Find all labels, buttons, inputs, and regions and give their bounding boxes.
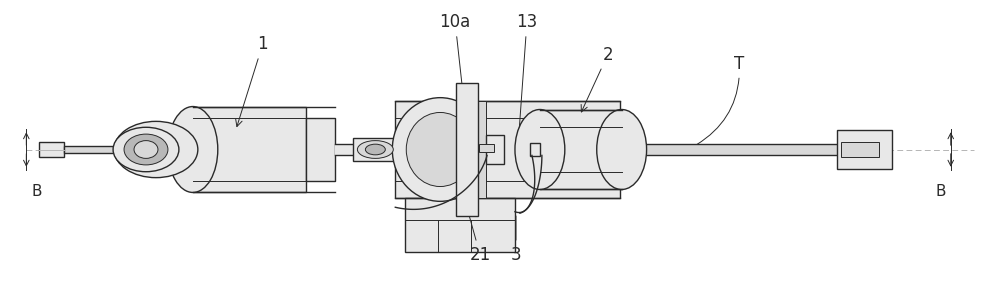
- Bar: [353, 138, 397, 161]
- Ellipse shape: [114, 121, 198, 178]
- Bar: [39, 142, 64, 157]
- Ellipse shape: [597, 109, 647, 190]
- Text: B: B: [936, 184, 946, 199]
- Text: 3: 3: [511, 216, 521, 264]
- Text: 21: 21: [469, 214, 491, 264]
- Ellipse shape: [392, 98, 488, 201]
- Ellipse shape: [134, 141, 158, 158]
- Ellipse shape: [515, 109, 565, 190]
- Bar: [405, 198, 515, 252]
- Ellipse shape: [168, 106, 218, 193]
- Bar: [530, 143, 540, 156]
- Bar: [193, 106, 306, 193]
- Ellipse shape: [406, 112, 474, 187]
- Text: 2: 2: [581, 46, 613, 112]
- Ellipse shape: [357, 141, 393, 158]
- Bar: [486, 135, 504, 164]
- Bar: [335, 144, 353, 155]
- Ellipse shape: [113, 127, 179, 172]
- Bar: [540, 109, 622, 190]
- Text: B: B: [31, 184, 42, 199]
- Text: T: T: [697, 55, 744, 144]
- Ellipse shape: [124, 134, 168, 165]
- Bar: [64, 146, 119, 153]
- Bar: [479, 144, 494, 152]
- Bar: [841, 141, 879, 158]
- Ellipse shape: [365, 144, 385, 155]
- Bar: [456, 83, 478, 216]
- Text: 10a: 10a: [440, 13, 471, 92]
- Bar: [478, 101, 486, 198]
- Text: 1: 1: [236, 35, 268, 126]
- Bar: [395, 101, 620, 198]
- Bar: [837, 130, 892, 169]
- Ellipse shape: [151, 131, 201, 168]
- Bar: [622, 144, 879, 155]
- Bar: [306, 118, 335, 181]
- Text: 13: 13: [516, 13, 538, 130]
